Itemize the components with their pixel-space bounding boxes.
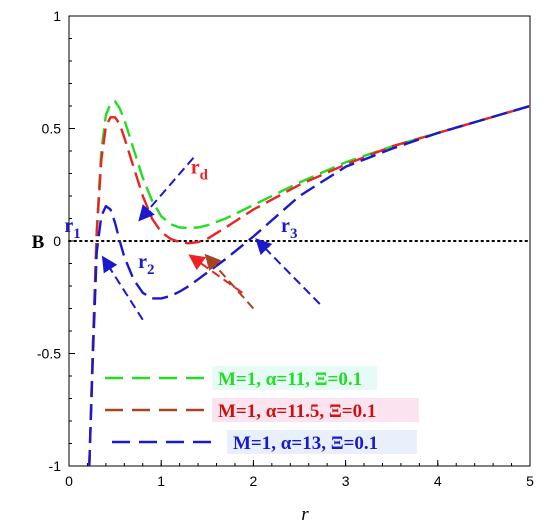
- annotation-arrow: [138, 157, 195, 222]
- annotation-arrow: [255, 238, 321, 305]
- annotation-arrow: [188, 254, 243, 294]
- x-tick-label: 0: [65, 473, 73, 489]
- y-tick-label: 1: [53, 8, 61, 24]
- x-tick-label: 4: [434, 473, 442, 489]
- legend-label-3: M=1, α=13, Ξ=0.1: [233, 433, 378, 454]
- x-tick-label: 5: [526, 473, 534, 489]
- y-tick-label: 0: [53, 233, 61, 249]
- annotation-r2: r2: [138, 251, 154, 278]
- annotation-arrow: [101, 255, 144, 321]
- y-tick-label: -0.5: [37, 346, 61, 362]
- x-tick-label: 2: [250, 473, 258, 489]
- legend-bg-2: [212, 398, 419, 422]
- legend: M=1, α=11, Ξ=0.1 M=1, α=11.5, Ξ=0.1 M=1, α…: [105, 366, 419, 454]
- axes: 0 1 2 3 4 5 -1 -0.5 0 0.5 1: [37, 8, 534, 489]
- y-tick-label: 0.5: [42, 121, 62, 137]
- series-line-3: [88, 104, 531, 467]
- y-tick-label: -1: [49, 458, 62, 474]
- series-line-1: [88, 100, 531, 467]
- arrow-layer: [101, 157, 321, 321]
- series-line-2: [88, 104, 531, 467]
- x-tick-label: 1: [157, 473, 165, 489]
- x-tick-label: 3: [342, 473, 350, 489]
- annotation-arrow: [204, 253, 255, 310]
- annotation-rd: rd: [191, 157, 209, 184]
- legend-bg-3: [227, 430, 417, 454]
- x-axis-label: r: [301, 504, 309, 525]
- annotation-r3: r3: [281, 215, 297, 242]
- annotation-r1: r1: [64, 215, 80, 242]
- y-axis-label: B: [32, 232, 45, 253]
- legend-label-2: M=1, α=11.5, Ξ=0.1: [218, 401, 376, 422]
- legend-bg-1: [212, 366, 377, 390]
- legend-label-1: M=1, α=11, Ξ=0.1: [218, 369, 362, 390]
- series-layer: [88, 100, 531, 467]
- annotation-layer: r1 r2 rd r3: [64, 157, 297, 279]
